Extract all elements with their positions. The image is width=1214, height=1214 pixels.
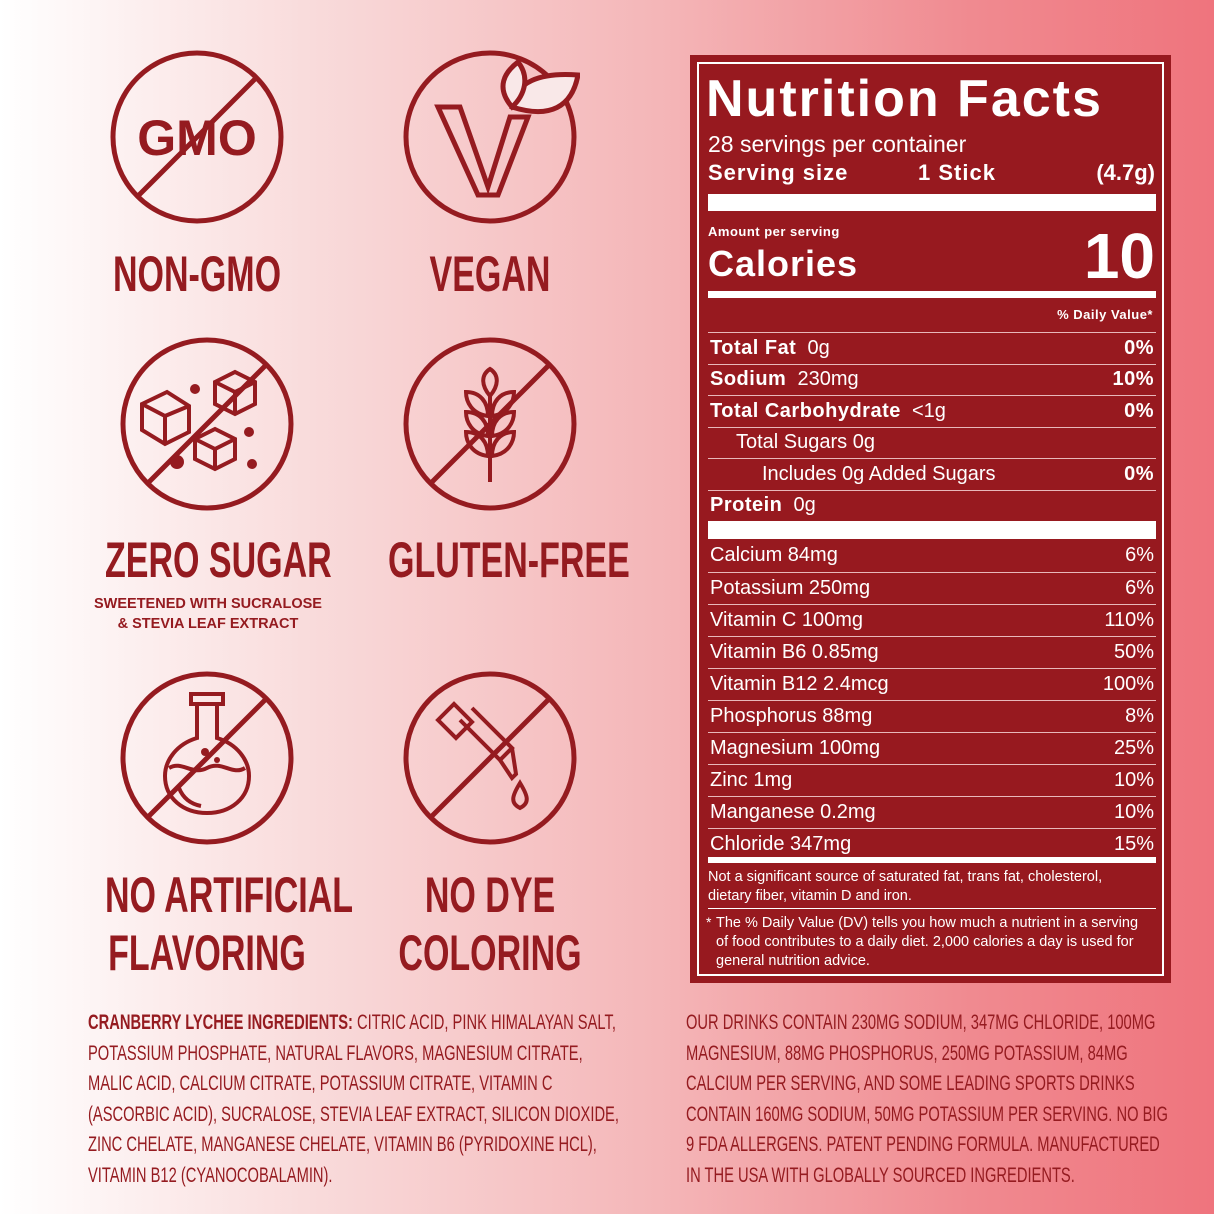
serving-weight: (4.7g) [1096,160,1155,185]
badge-label-gluten-free: GLUTEN-FREE [388,532,630,588]
no-artificial-flavoring-icon [120,671,294,845]
ingredients-heading: CRANBERRY LYCHEE INGREDIENTS: [88,1011,353,1034]
nutrient-dv: 10% [1113,768,1154,791]
badge-label-vegan: VEGAN [429,246,551,302]
nutrient-row: Total Sugars 0g [708,426,1156,458]
vitamin-mineral-row: Vitamin B12 2.4mcg 100% [708,668,1156,699]
nutrient-name: Total Carbohydrate <1g [710,399,946,422]
nutrient-name: Vitamin C 100mg [710,608,864,631]
nutrient-name: Includes 0g Added Sugars [762,462,996,485]
badge-label-no-dye: NO DYE [424,867,556,923]
ingredients-list: CITRIC ACID, PINK HIMALAYAN SALT, POTASS… [88,1011,619,1187]
nutrient-name: Vitamin B12 2.4mcg [710,672,889,695]
vitamin-mineral-row: Calcium 84mg 6% [708,540,1156,571]
gluten-free-icon [403,337,577,511]
divider [708,521,1156,539]
no-dye-icon [403,671,577,845]
nutrient-name: Protein 0g [710,494,816,516]
nutrient-name: Total Sugars 0g [736,431,875,453]
badge-label-flavoring: FLAVORING [108,925,306,981]
zero-sugar-subtext: SWEETENED WITH SUCRALOSE & STEVIA LEAF EX… [94,596,322,632]
nutrient-dv: 110% [1104,608,1154,631]
nutrition-facts-panel: Nutrition Facts 28 servings per containe… [690,55,1171,983]
nutrient-dv: 0% [1124,462,1154,485]
nutrient-name: Zinc 1mg [710,768,793,791]
nutrient-dv: 10% [1113,800,1154,823]
vitamin-mineral-row: Potassium 250mg 6% [708,572,1156,603]
footnote-star: * [706,914,712,930]
nutrient-row: Includes 0g Added Sugars 0% [708,458,1156,489]
daily-value-header: % Daily Value* [1057,307,1153,322]
nutrient-dv: 8% [1125,704,1154,727]
divider [708,291,1156,298]
nutrient-name: Potassium 250mg [710,576,871,599]
nutrient-name: Magnesium 100mg [710,736,881,759]
vitamin-mineral-row: Manganese 0.2mg 10% [708,796,1156,827]
ingredients-text: CRANBERRY LYCHEE INGREDIENTS: CITRIC ACI… [88,1008,620,1191]
nutrient-name: Sodium 230mg [710,368,859,390]
zero-sugar-icon [120,337,294,511]
nutrition-title: Nutrition Facts [706,70,1103,128]
servings-per-container: 28 servings per container [708,131,967,157]
badge-label-coloring: COLORING [398,925,582,981]
nutrient-dv: 6% [1125,544,1154,566]
nutrient-dv: 0% [1124,399,1154,422]
claims-text: OUR DRINKS CONTAIN 230MG SODIUM, 347MG C… [686,1011,1168,1187]
vitamin-mineral-row: Chloride 347mg 15% [708,828,1156,859]
nutrient-name: Manganese 0.2mg [710,800,876,823]
nutrient-name: Phosphorus 88mg [710,704,873,727]
serving-size-label: Serving size [708,160,849,185]
nutrient-dv: 6% [1125,576,1154,599]
badge-label-non-gmo: NON-GMO [112,246,282,302]
badge-label-no-artificial: NO ARTIFICIAL [105,867,354,923]
nutrient-name: Chloride 347mg [710,832,852,855]
vitamin-mineral-row: Vitamin C 100mg 110% [708,604,1156,635]
amount-per-serving: Amount per serving [708,224,840,239]
divider [708,908,1156,909]
vegan-icon [403,50,580,224]
calories-label: Calories [708,243,859,284]
footnote-not-significant: Not a significant source of saturated fa… [708,869,1103,904]
nutrient-dv: 25% [1113,736,1154,759]
non-gmo-icon: GMO [110,50,284,224]
nutrient-row: Sodium 230mg 10% [708,363,1156,395]
nutrient-row: Total Fat 0g 0% [708,332,1156,363]
divider [708,857,1156,863]
nutrient-dv: 15% [1113,832,1154,855]
footnote-daily-value: The % Daily Value (DV) tells you how muc… [716,915,1139,969]
nutrient-row: Total Carbohydrate <1g 0% [708,395,1156,426]
vitamin-mineral-row: Vitamin B6 0.85mg 50% [708,636,1156,667]
nutrient-dv: 100% [1102,672,1154,695]
vitamin-mineral-row: Magnesium 100mg 25% [708,732,1156,763]
nutrient-name: Vitamin B6 0.85mg [710,640,879,663]
nutrient-dv: 10% [1112,368,1154,390]
calories-value: 10 [1083,220,1155,292]
vitamin-mineral-row: Zinc 1mg 10% [708,764,1156,795]
divider [708,194,1156,211]
nutrient-name: Total Fat 0g [710,336,830,359]
nutrient-dv: 50% [1113,640,1154,663]
nutrient-row: Protein 0g [708,489,1156,521]
vitamin-mineral-row: Phosphorus 88mg 8% [708,700,1156,731]
nutrient-name: Calcium 84mg [710,544,838,566]
nutrient-dv: 0% [1124,336,1154,359]
serving-size-value: 1 Stick [918,160,996,185]
badge-label-zero-sugar: ZERO SUGAR [105,532,332,588]
